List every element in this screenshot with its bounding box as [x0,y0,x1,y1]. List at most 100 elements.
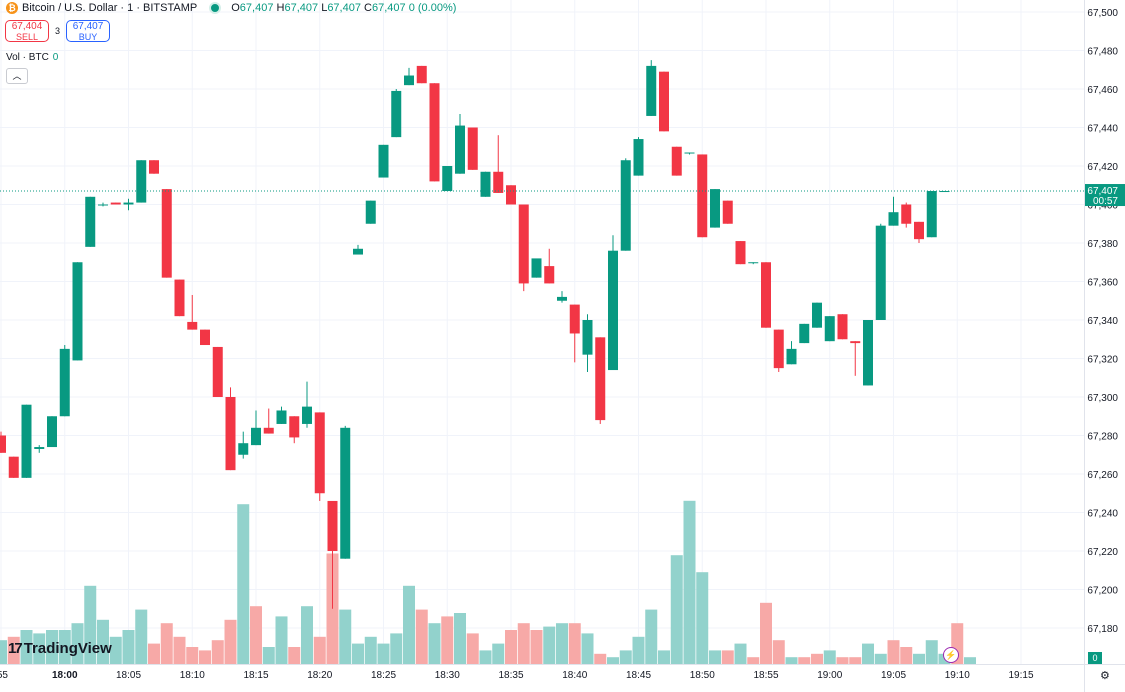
volume-bar [670,555,683,664]
candle-body [518,204,529,284]
candle-body [442,166,453,192]
x-tick-label: 18:55 [753,670,778,681]
volume-bar [925,640,938,664]
volume-bar [339,609,352,664]
logo-text: TradingView [23,640,112,657]
low-value: 67,407 [327,2,361,14]
candle-body [34,447,45,449]
candle-body [174,279,185,317]
candle-body [391,90,402,138]
buy-button[interactable]: 67,407 BUY [66,20,111,42]
volume-bar [148,643,160,664]
gear-icon[interactable]: ⚙ [1100,670,1110,682]
candle-body [149,160,159,174]
volume-bar [594,653,607,664]
candle-body [123,202,134,205]
candle-body [863,320,873,386]
candle-body [799,323,810,344]
candle-body [659,71,669,132]
x-tick-label: 18:50 [690,670,715,681]
x-tick-label: 19:10 [945,670,970,681]
collapse-legend-button[interactable]: ︿ [6,68,28,84]
volume-bar [530,630,543,664]
volume-bar [173,636,186,664]
y-tick-label: 67,320 [1087,355,1118,366]
volume-bar [785,657,798,664]
volume-bar [581,633,594,664]
y-tick-label: 67,220 [1087,547,1118,558]
candle-body [620,160,631,251]
volume-bar [33,633,46,664]
candle-body [289,416,300,438]
volume-value: 0 [52,52,59,63]
volume-bar [505,630,517,664]
candle-body [824,316,835,342]
x-tick-label: 19:05 [881,670,906,681]
volume-bar [466,633,479,664]
candle-body [429,83,440,182]
tradingview-logo-icon: 17 [8,640,23,657]
candle-body [378,144,389,178]
candle-body [786,348,797,365]
volume-bar [772,640,785,664]
high-value: 67,407 [284,2,319,14]
x-tick-label: 18:20 [307,670,332,681]
candle-body [939,191,950,193]
sell-button[interactable]: 67,404 SELL [5,20,49,42]
open-value: 67,407 [239,2,274,14]
volume-bar [836,657,849,664]
flash-icon[interactable]: ⚡ [943,647,959,663]
candle-body [21,404,32,478]
candle-body [365,200,376,224]
volume-bar [887,640,900,664]
x-tick-label: 18:10 [180,670,205,681]
x-tick-label: 18:35 [498,670,523,681]
volume-bar [441,616,454,664]
candle-body [888,212,899,226]
candle-body [212,346,223,397]
volume-legend[interactable]: Vol · BTC 0 [6,52,58,63]
x-tick-label: 18:45 [626,670,651,681]
y-tick-label: 67,440 [1087,124,1118,135]
candle-body [748,262,759,264]
candle-body [187,321,198,330]
candle-body [225,397,236,471]
x-tick-label: 18:00 [52,670,78,681]
x-tick-label: :55 [0,670,8,681]
candle-body [480,171,491,197]
sell-label: SELL [15,32,39,42]
candle-body [710,189,720,228]
volume-bar [517,623,530,664]
volume-price-tag: 0 [1088,652,1102,664]
candle-body [761,262,771,328]
volume-bar [46,630,58,664]
x-tick-label: 18:05 [116,670,141,681]
candle-body [608,250,618,371]
volume-bar [71,623,84,664]
candle-body [850,341,861,344]
candle-body [812,302,822,328]
volume-bar [747,657,760,664]
volume-bar [390,633,403,664]
symbol-title[interactable]: Bitcoin / U.S. Dollar · 1 · BITSTAMP [22,2,198,14]
x-tick-label: 19:00 [817,670,842,681]
y-tick-label: 67,260 [1087,470,1118,481]
candle-body [773,329,784,369]
volume-bar [645,609,658,664]
candle-body [416,65,427,84]
candle-body [98,204,108,206]
volume-bar [798,657,811,664]
candle-body [837,314,848,340]
tradingview-logo[interactable]: 17 TradingView [8,640,112,657]
last-price-label: 67,407 [1087,186,1118,197]
y-tick-label: 67,460 [1087,85,1118,96]
candle-body [671,146,682,176]
volume-bar [262,647,275,664]
volume-bar [913,653,925,664]
change-value: 0 (0.00%) [408,2,457,14]
candle-body [353,248,363,255]
candle-body [263,427,274,434]
candle-body [314,412,325,494]
volume-bar [135,609,148,664]
